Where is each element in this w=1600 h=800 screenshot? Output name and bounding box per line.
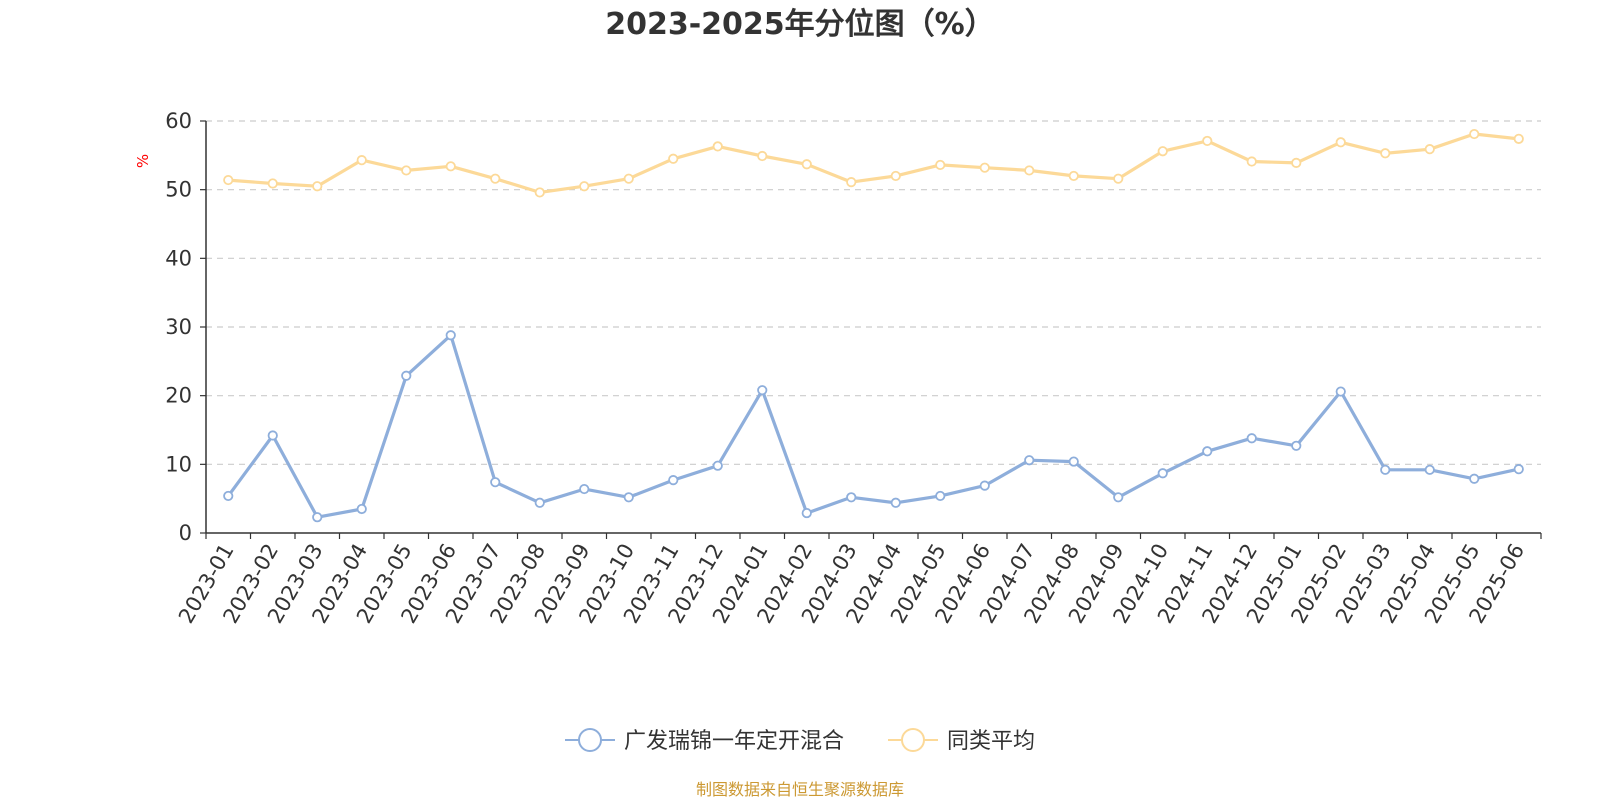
y-tick-label: 40 xyxy=(165,246,192,270)
y-tick-label: 60 xyxy=(165,109,192,133)
data-point[interactable] xyxy=(534,187,545,198)
legend-item[interactable]: 广发瑞锦一年定开混合 xyxy=(565,728,844,754)
data-point[interactable] xyxy=(1068,170,1079,182)
data-point[interactable] xyxy=(312,512,323,523)
series-line xyxy=(226,132,1521,194)
data-point[interactable] xyxy=(623,173,634,184)
data-point[interactable] xyxy=(1291,157,1302,168)
data-point[interactable] xyxy=(401,165,412,176)
data-point[interactable] xyxy=(356,155,367,166)
data-point[interactable] xyxy=(1469,473,1480,484)
legend-label: 同类平均 xyxy=(947,729,1035,754)
data-point[interactable] xyxy=(1113,173,1124,184)
data-point[interactable] xyxy=(267,430,278,441)
series-line xyxy=(226,333,1521,519)
data-point[interactable] xyxy=(757,150,768,162)
data-point[interactable] xyxy=(267,178,278,189)
y-axis-unit: % xyxy=(134,154,152,168)
data-point[interactable] xyxy=(1157,468,1168,479)
y-tick-label: 50 xyxy=(165,178,192,202)
data-point[interactable] xyxy=(1380,148,1391,159)
data-point[interactable] xyxy=(1513,133,1524,144)
data-point[interactable] xyxy=(712,460,723,471)
data-point[interactable] xyxy=(312,181,323,192)
data-point[interactable] xyxy=(668,153,679,164)
data-point[interactable] xyxy=(1246,156,1257,167)
data-point[interactable] xyxy=(1202,446,1213,457)
data-point[interactable] xyxy=(935,490,946,502)
data-point[interactable] xyxy=(1513,464,1524,475)
footer-source: 制图数据来自恒生聚源数据库 xyxy=(696,780,904,799)
data-point[interactable] xyxy=(1202,135,1213,147)
data-point[interactable] xyxy=(223,490,234,502)
legend-label: 广发瑞锦一年定开混合 xyxy=(624,729,844,754)
data-point[interactable] xyxy=(1068,456,1079,467)
data-point[interactable] xyxy=(490,477,501,488)
grid-lines xyxy=(206,120,1541,465)
data-point[interactable] xyxy=(1024,455,1035,466)
data-point[interactable] xyxy=(1246,433,1257,444)
data-point[interactable] xyxy=(490,173,501,184)
data-point[interactable] xyxy=(1335,137,1346,148)
legend-marker xyxy=(578,728,602,752)
data-point[interactable] xyxy=(846,177,857,188)
data-point[interactable] xyxy=(890,170,901,182)
data-point[interactable] xyxy=(1469,128,1480,140)
data-point[interactable] xyxy=(979,162,990,173)
data-point[interactable] xyxy=(1157,146,1168,157)
data-point[interactable] xyxy=(401,370,412,381)
data-point[interactable] xyxy=(890,497,901,508)
data-point[interactable] xyxy=(223,174,234,186)
data-point[interactable] xyxy=(801,159,812,170)
data-point[interactable] xyxy=(1424,144,1435,155)
data-point[interactable] xyxy=(1424,464,1435,475)
chart-title: 2023-2025年分位图（%） xyxy=(605,7,995,42)
series-lines xyxy=(223,128,1524,523)
data-point[interactable] xyxy=(445,161,456,172)
data-point[interactable] xyxy=(757,385,768,396)
data-point[interactable] xyxy=(623,492,634,503)
data-point[interactable] xyxy=(1380,464,1391,475)
data-point[interactable] xyxy=(979,480,990,491)
y-tick-label: 20 xyxy=(165,384,192,408)
data-point[interactable] xyxy=(1113,492,1124,503)
y-tick-label: 0 xyxy=(179,521,192,545)
y-tick-label: 10 xyxy=(165,452,192,476)
legend-marker xyxy=(901,728,925,752)
data-point[interactable] xyxy=(1024,165,1035,176)
data-point[interactable] xyxy=(579,181,590,192)
data-point[interactable] xyxy=(846,492,857,503)
y-tick-label: 30 xyxy=(165,315,192,339)
legend-item[interactable]: 同类平均 xyxy=(888,728,1035,754)
data-point[interactable] xyxy=(1335,386,1346,397)
legend[interactable]: 广发瑞锦一年定开混合 同类平均 xyxy=(565,728,1035,754)
data-point[interactable] xyxy=(712,141,723,152)
data-point[interactable] xyxy=(668,475,679,486)
data-point[interactable] xyxy=(356,503,367,515)
data-point[interactable] xyxy=(445,330,456,341)
data-point[interactable] xyxy=(1291,440,1302,451)
data-point[interactable] xyxy=(801,507,812,519)
data-point[interactable] xyxy=(579,483,590,495)
data-point[interactable] xyxy=(534,497,545,508)
data-point[interactable] xyxy=(935,159,946,171)
